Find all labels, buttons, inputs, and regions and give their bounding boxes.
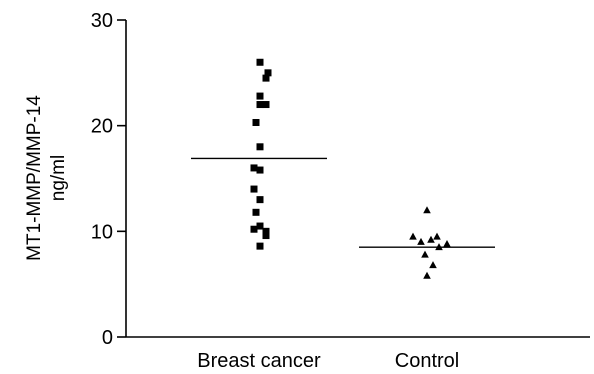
point-control (417, 237, 425, 245)
point-breast-cancer (250, 185, 258, 193)
point-breast-cancer (256, 143, 264, 151)
y-ticks: 0 10 20 30 (91, 10, 126, 349)
point-breast-cancer (262, 227, 270, 235)
point-breast-cancer (264, 69, 272, 77)
mean-lines (191, 157, 495, 248)
point-breast-cancer (262, 232, 270, 240)
point-breast-cancer (262, 101, 270, 109)
point-breast-cancer (256, 242, 264, 250)
point-control (433, 232, 441, 240)
y-tick-label: 0 (102, 327, 113, 349)
point-breast-cancer (256, 92, 264, 100)
point-control (423, 271, 431, 279)
point-control (429, 261, 437, 269)
x-category-label: Control (395, 350, 459, 372)
y-tick-label: 30 (91, 10, 113, 32)
point-breast-cancer (252, 208, 260, 216)
point-breast-cancer (256, 101, 264, 109)
point-control (409, 232, 417, 240)
point-control (421, 250, 429, 258)
point-breast-cancer (250, 164, 258, 172)
y-axis-label-line1: MT1-MMP/MMP-14 (24, 95, 45, 261)
point-breast-cancer (256, 196, 264, 204)
y-tick-label: 20 (91, 116, 113, 138)
data-points (250, 58, 451, 279)
point-breast-cancer (256, 222, 264, 230)
y-tick-label: 10 (91, 221, 113, 243)
point-breast-cancer (252, 118, 260, 126)
y-axis-label: MT1-MMP/MMP-14 ng/ml (24, 95, 69, 261)
point-breast-cancer (256, 58, 264, 66)
x-category-label: Breast cancer (197, 350, 321, 372)
point-breast-cancer (262, 74, 270, 82)
point-control (427, 235, 435, 243)
point-control (423, 206, 431, 214)
point-breast-cancer (250, 225, 258, 233)
point-breast-cancer (256, 166, 264, 174)
y-axis-label-line2: ng/ml (48, 155, 69, 201)
point-control (443, 240, 451, 248)
x-categories: Breast cancer Control (197, 350, 459, 372)
